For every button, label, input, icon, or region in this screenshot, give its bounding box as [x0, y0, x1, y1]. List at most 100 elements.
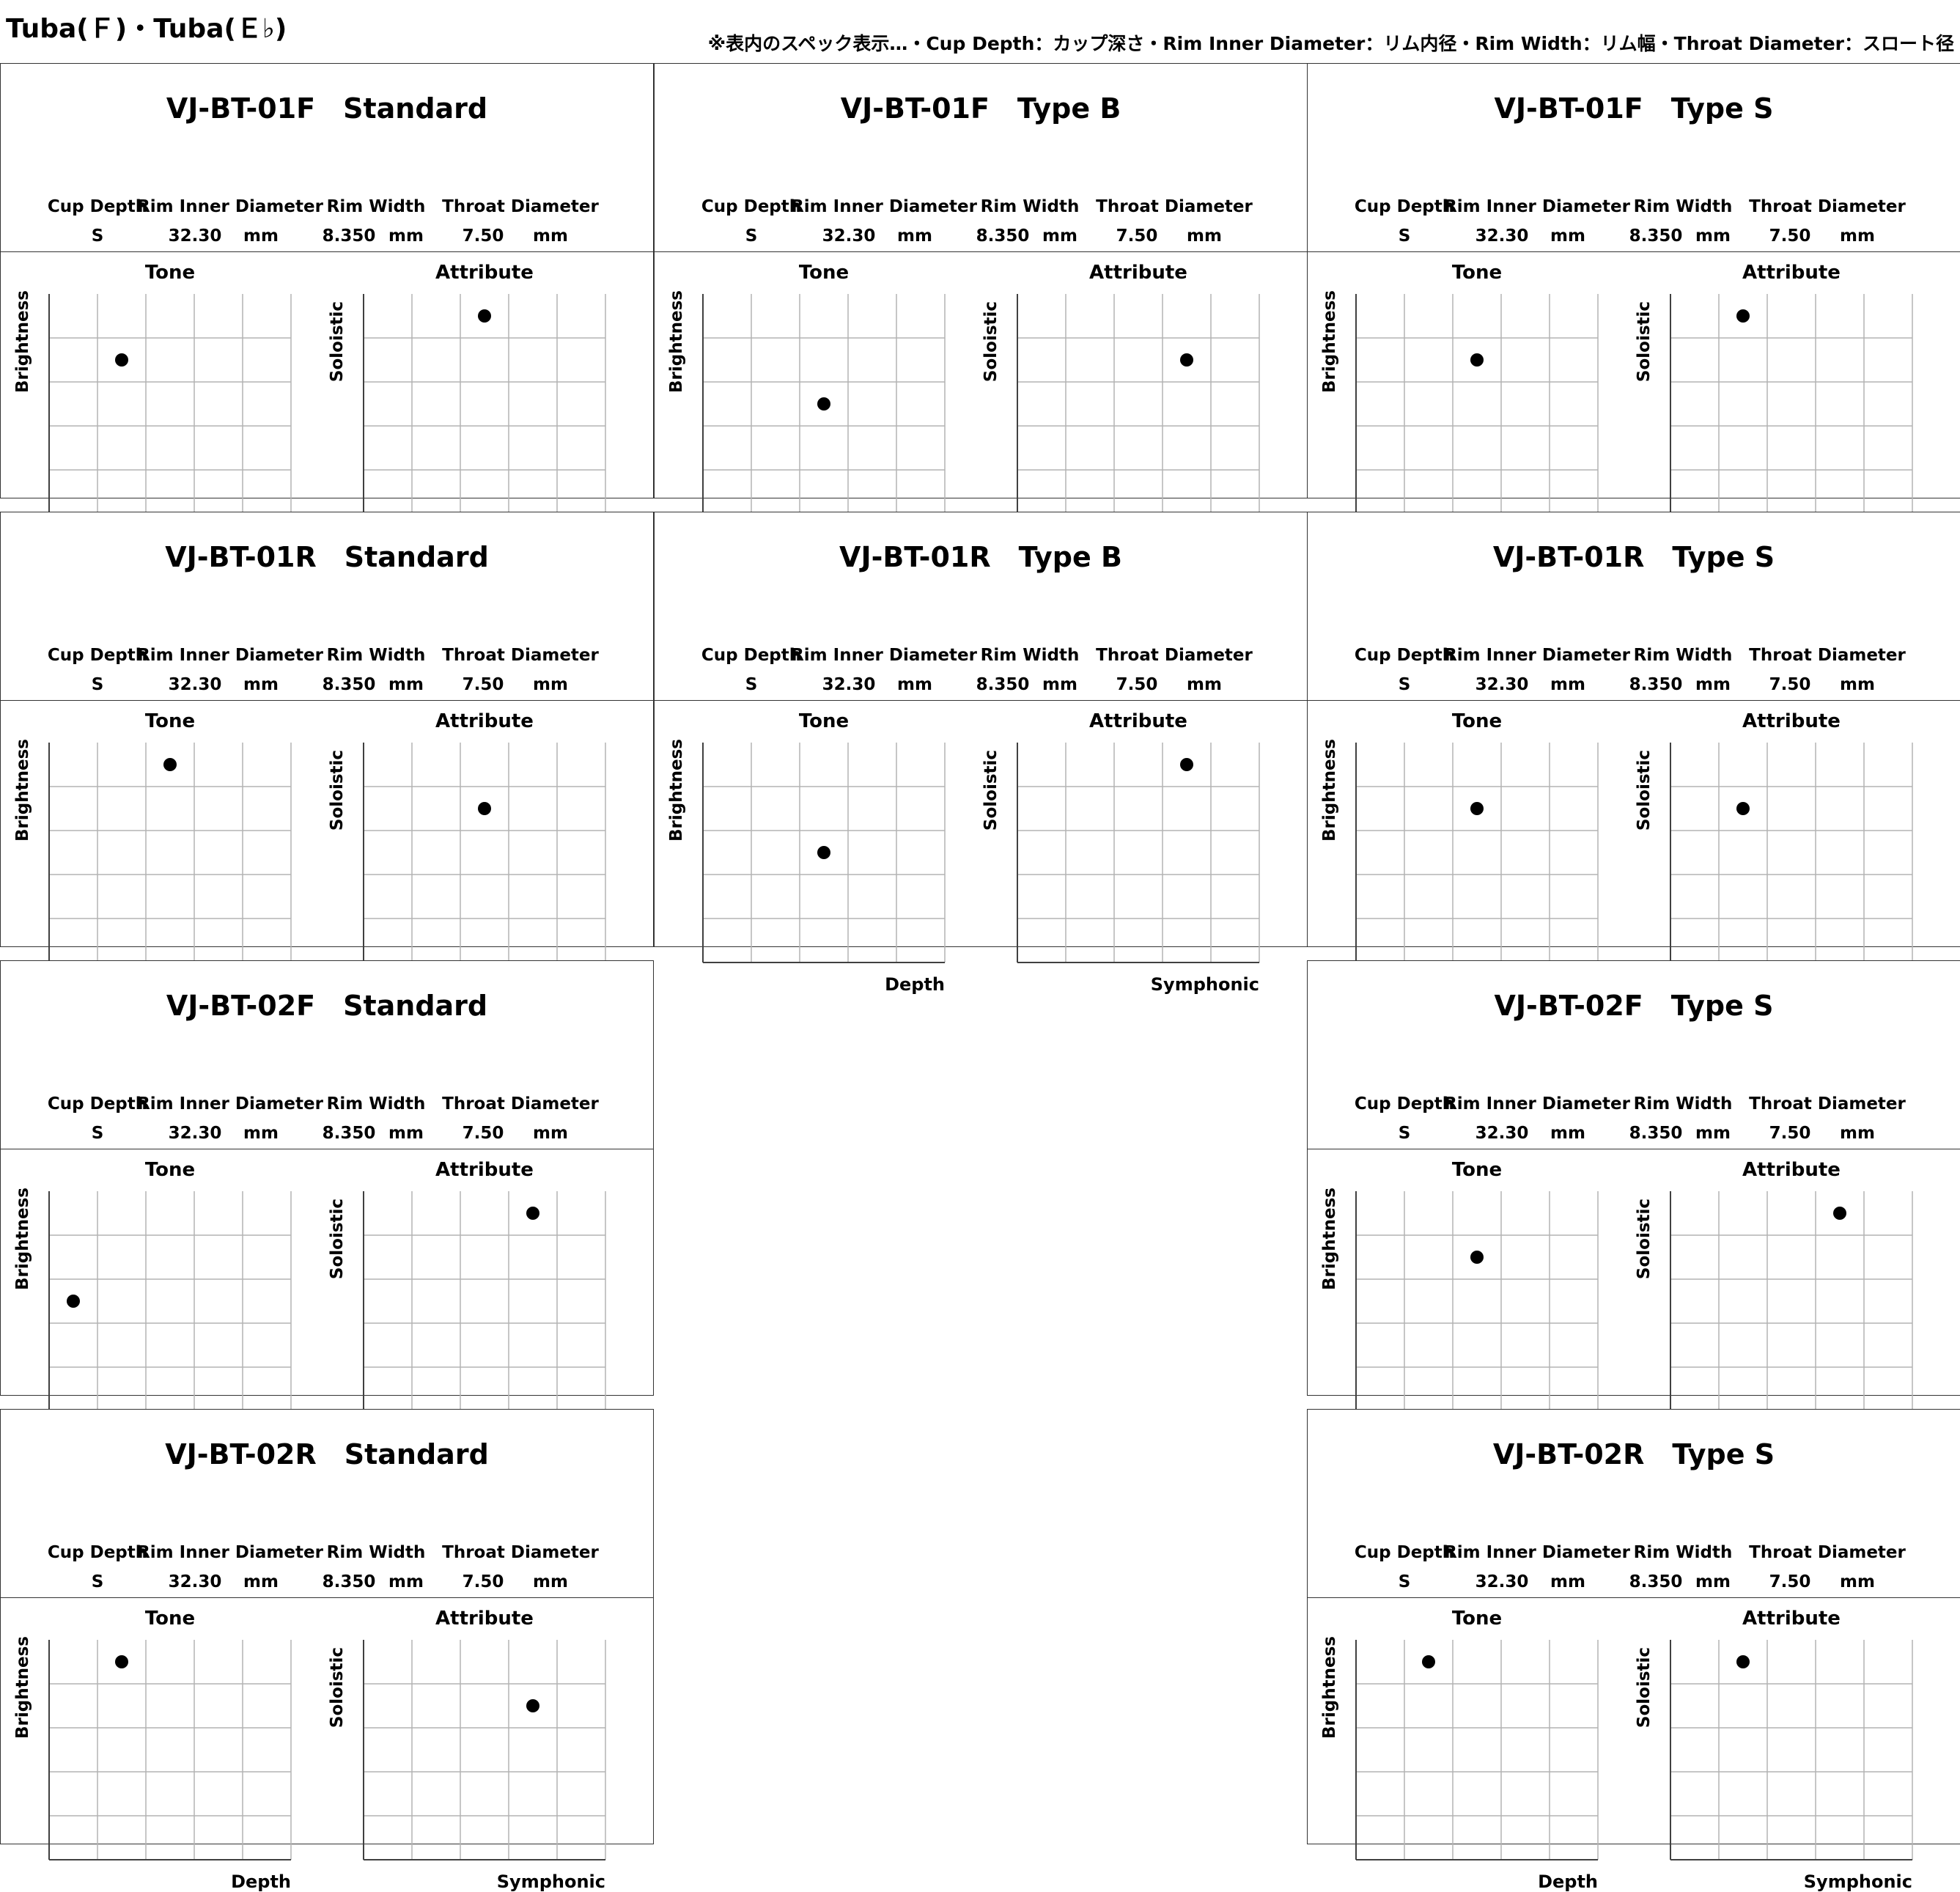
- card-divider: [1, 700, 653, 701]
- tone-scatter-chart: [1355, 294, 1599, 515]
- attribute-data-point: [1180, 353, 1193, 367]
- spec-label-throat-diameter: Throat Diameter: [1096, 646, 1253, 665]
- spec-label-throat-diameter: Throat Diameter: [1749, 646, 1906, 665]
- tone-data-point: [1470, 353, 1484, 367]
- attribute-scatter-chart: [363, 1640, 606, 1860]
- attribute-scatter-chart: [1670, 1640, 1913, 1860]
- spec-label-rim-width: Rim Width: [980, 646, 1080, 665]
- spec-value-rim-inner-diameter: 32.30: [822, 227, 876, 246]
- spec-value-rim-inner-diameter: 32.30: [1475, 1572, 1529, 1591]
- x-axis-label: Depth: [231, 1871, 291, 1892]
- attribute-data-point: [1833, 1207, 1846, 1220]
- spec-unit: mm: [1695, 1124, 1731, 1143]
- y-axis-label: Brightness: [1320, 1188, 1339, 1290]
- attribute-chart-title: Attribute: [1089, 262, 1187, 284]
- spec-label-cup-depth: Cup Depth: [1354, 1094, 1455, 1114]
- spec-value-cup-depth: S: [91, 1124, 104, 1143]
- tone-data-point: [1470, 1251, 1484, 1264]
- spec-unit: mm: [1840, 1572, 1875, 1591]
- spec-value-rim-width: 8.350: [322, 227, 376, 246]
- attribute-data-point: [478, 309, 491, 323]
- card-divider: [1308, 251, 1960, 252]
- attribute-data-point: [478, 802, 491, 815]
- spec-unit: mm: [388, 1572, 424, 1591]
- mouthpiece-card: VJ-BT-02F Type S Cup Depth S Rim Inner Diam…: [1307, 960, 1960, 1443]
- y-axis-label: Soloistic: [328, 301, 347, 383]
- spec-label-cup-depth: Cup Depth: [701, 646, 802, 665]
- y-axis-label: Soloistic: [328, 1646, 347, 1729]
- attribute-scatter-chart: [363, 1191, 606, 1412]
- spec-label-rim-inner-diameter: Rim Inner Diameter: [1444, 646, 1630, 665]
- tone-scatter-chart: [48, 294, 292, 515]
- spec-label-cup-depth: Cup Depth: [47, 197, 148, 216]
- spec-label-rim-width: Rim Width: [326, 1094, 426, 1114]
- spec-value-throat-diameter: 7.50: [1769, 1124, 1811, 1143]
- spec-label-rim-inner-diameter: Rim Inner Diameter: [1444, 1543, 1630, 1562]
- spec-unit: mm: [1187, 675, 1222, 694]
- tone-scatter-chart: [48, 1640, 292, 1860]
- spec-value-cup-depth: S: [91, 1572, 104, 1591]
- tone-data-point: [817, 397, 830, 411]
- spec-unit: mm: [243, 1572, 279, 1591]
- spec-label-rim-width: Rim Width: [326, 197, 426, 216]
- y-axis-label: Soloistic: [1635, 1198, 1654, 1280]
- attribute-chart-title: Attribute: [435, 710, 534, 732]
- mouthpiece-card: VJ-BT-02R Type S Cup Depth S Rim Inner Diam…: [1307, 1409, 1960, 1892]
- spec-label-throat-diameter: Throat Diameter: [442, 1094, 599, 1114]
- spec-value-rim-width: 8.350: [1629, 675, 1683, 694]
- tone-data-point: [115, 353, 128, 367]
- spec-unit: mm: [1550, 1572, 1585, 1591]
- spec-value-throat-diameter: 7.50: [462, 1572, 504, 1591]
- tone-scatter-chart: [48, 743, 292, 963]
- tone-data-point: [67, 1295, 80, 1308]
- spec-label-cup-depth: Cup Depth: [47, 646, 148, 665]
- spec-label-throat-diameter: Throat Diameter: [1096, 197, 1253, 216]
- spec-value-throat-diameter: 7.50: [1116, 227, 1158, 246]
- attribute-chart-title: Attribute: [435, 262, 534, 284]
- tone-chart-title: Tone: [798, 710, 850, 732]
- attribute-data-point: [526, 1207, 539, 1220]
- spec-value-throat-diameter: 7.50: [1116, 675, 1158, 694]
- spec-label-rim-width: Rim Width: [980, 197, 1080, 216]
- y-axis-label: Soloistic: [1635, 1646, 1654, 1729]
- attribute-scatter-chart: [1670, 743, 1913, 963]
- model-title: VJ-BT-01R Type B: [839, 541, 1122, 573]
- y-axis-label: Soloistic: [1635, 749, 1654, 831]
- spec-unit: mm: [1042, 227, 1077, 246]
- spec-value-cup-depth: S: [1398, 1124, 1411, 1143]
- spec-value-rim-width: 8.350: [976, 675, 1030, 694]
- spec-label-throat-diameter: Throat Diameter: [1749, 1543, 1906, 1562]
- model-title: VJ-BT-01F Type B: [840, 92, 1121, 125]
- card-divider: [1, 1597, 653, 1598]
- attribute-scatter-chart: [1017, 743, 1260, 963]
- spec-unit: mm: [533, 227, 568, 246]
- spec-label-rim-width: Rim Width: [1633, 646, 1733, 665]
- x-axis-label: Symphonic: [1803, 1871, 1912, 1892]
- tone-chart-title: Tone: [144, 710, 196, 732]
- x-axis-label: Depth: [885, 974, 945, 995]
- spec-value-rim-inner-diameter: 32.30: [822, 675, 876, 694]
- attribute-chart-title: Attribute: [1742, 262, 1841, 284]
- spec-label-rim-width: Rim Width: [1633, 1094, 1733, 1114]
- spec-unit: mm: [1042, 675, 1077, 694]
- spec-label-throat-diameter: Throat Diameter: [442, 646, 599, 665]
- spec-unit: mm: [1550, 227, 1585, 246]
- spec-value-throat-diameter: 7.50: [462, 1124, 504, 1143]
- spec-label-rim-width: Rim Width: [1633, 1543, 1733, 1562]
- mouthpiece-card: VJ-BT-01R Type S Cup Depth S Rim Inner Diam…: [1307, 512, 1960, 995]
- tone-chart-title: Tone: [798, 262, 850, 284]
- mouthpiece-card: VJ-BT-01R Standard Cup Depth S Rim Inner Di…: [0, 512, 654, 995]
- y-axis-label: Soloistic: [328, 749, 347, 831]
- spec-unit: mm: [897, 227, 932, 246]
- attribute-data-point: [1180, 758, 1193, 771]
- card-divider: [1308, 1597, 1960, 1598]
- attribute-scatter-chart: [1670, 294, 1913, 515]
- model-title: VJ-BT-02F Type S: [1494, 990, 1774, 1022]
- spec-label-throat-diameter: Throat Diameter: [1749, 197, 1906, 216]
- attribute-scatter-chart: [363, 743, 606, 963]
- model-title: VJ-BT-01R Type S: [1492, 541, 1775, 573]
- attribute-chart-title: Attribute: [435, 1608, 534, 1630]
- model-title: VJ-BT-02R Standard: [165, 1438, 489, 1470]
- spec-value-rim-width: 8.350: [1629, 1124, 1683, 1143]
- tone-chart-title: Tone: [144, 262, 196, 284]
